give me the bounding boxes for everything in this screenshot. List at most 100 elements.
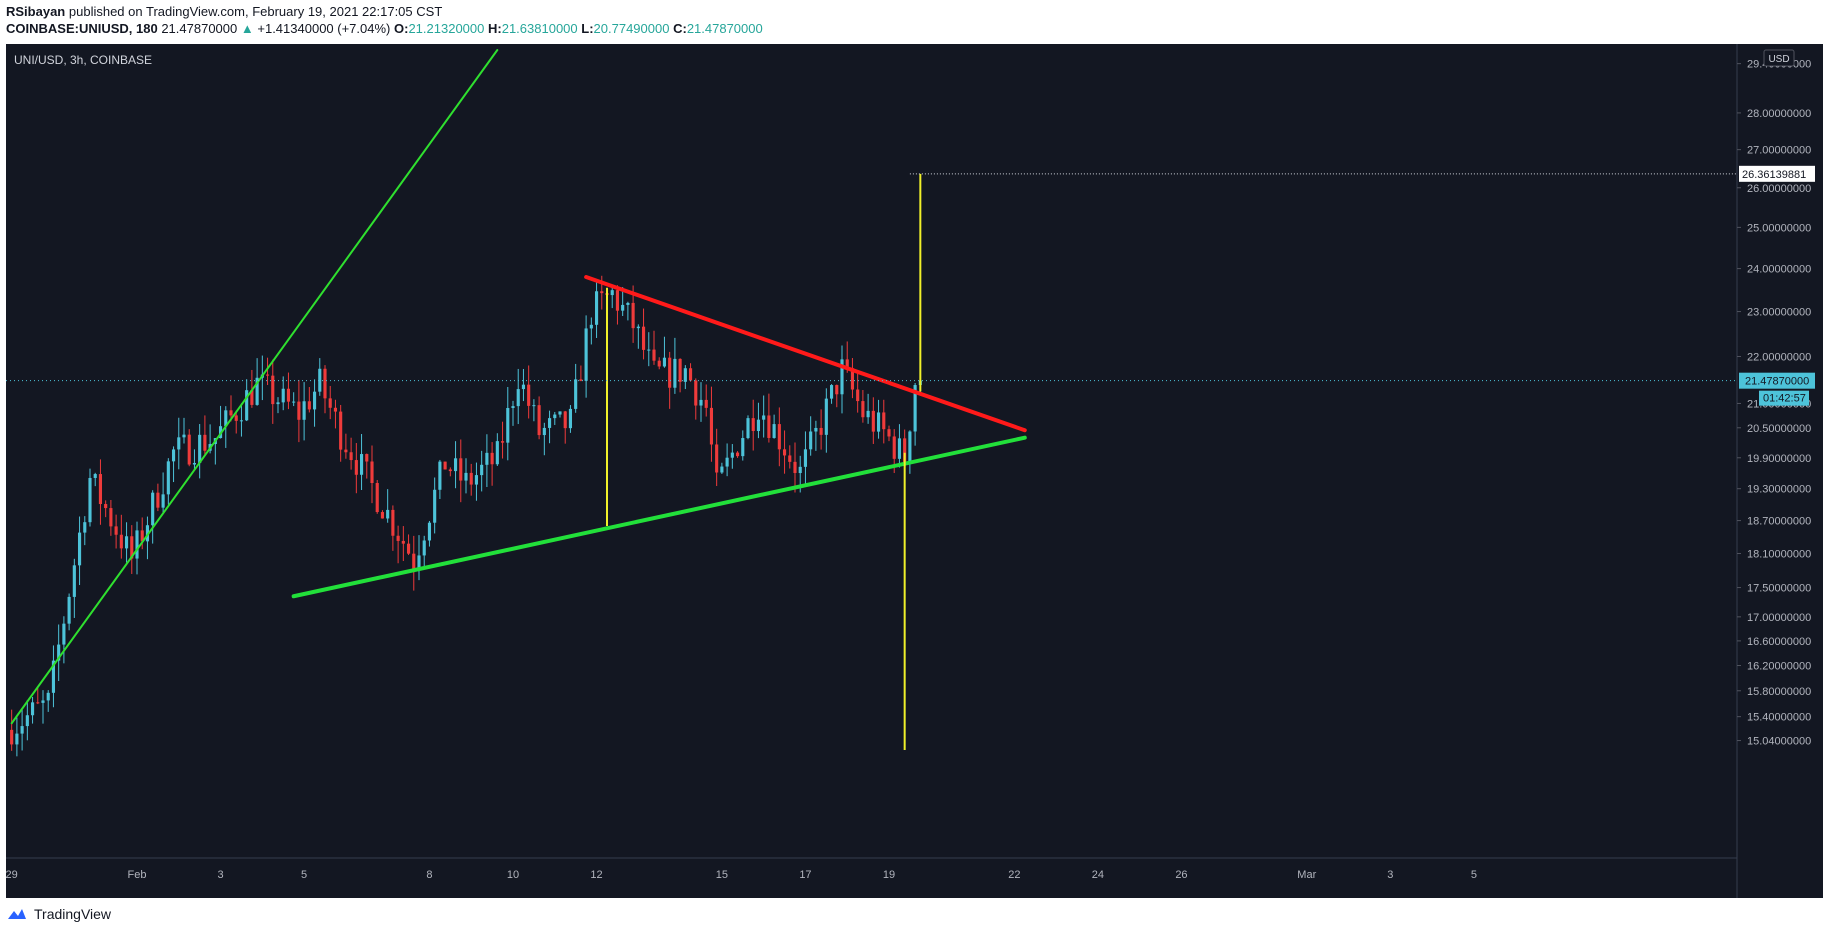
countdown-label: 01:42:57 (1763, 393, 1806, 405)
candle-body (500, 441, 505, 443)
candle-body (887, 429, 891, 437)
candle-body (166, 461, 170, 495)
x-tick-label: 26 (1175, 869, 1187, 881)
candle-body (511, 406, 515, 409)
candle-body (485, 452, 489, 465)
candle-body (203, 434, 207, 451)
candle-body (673, 358, 677, 388)
candle-body (756, 419, 761, 432)
candle-body (57, 644, 61, 661)
x-tick-label: Mar (1297, 869, 1316, 881)
candle-body (626, 302, 630, 305)
y-tick-label: 28.00000000 (1747, 108, 1811, 120)
x-tick-label: 24 (1092, 869, 1104, 881)
publish-info: RSibayan published on TradingView.com, F… (6, 4, 442, 19)
candle-body (798, 466, 802, 474)
candle-body (767, 415, 771, 438)
candle-body (735, 452, 740, 457)
published-text: published on TradingView.com, February 1… (68, 4, 443, 19)
price-chart[interactable]: 29.4000000028.0000000027.0000000026.0000… (6, 44, 1823, 898)
y-tick-label: 16.20000000 (1747, 661, 1811, 673)
candle-body (192, 462, 197, 465)
time-axis[interactable]: 29 Feb 3 5 8 10 12 15 17 19 22 24 26 Mar 3 5 (6, 857, 1737, 881)
candle-body (782, 449, 787, 456)
open-label: O: (394, 21, 409, 36)
candle-body (715, 444, 719, 473)
candle-body (589, 324, 593, 329)
resistance-line[interactable] (584, 275, 1027, 433)
x-tick-label: 15 (716, 869, 728, 881)
candle-body (647, 349, 651, 351)
candle-body (829, 385, 834, 399)
author-name[interactable]: RSibayan (6, 4, 66, 19)
candle-body (657, 360, 661, 367)
ascending-trendline[interactable] (10, 49, 499, 725)
candle-body (871, 410, 875, 432)
candle-body (401, 540, 405, 544)
candle-body (474, 475, 479, 485)
price-axis[interactable]: 29.4000000028.0000000027.0000000026.0000… (1736, 44, 1811, 898)
high-value: 21.63810000 (501, 21, 578, 36)
candle-body (375, 483, 379, 513)
candle-body (198, 434, 202, 463)
candle-body (913, 385, 917, 432)
last-price: 21.47870000 (161, 21, 238, 36)
candle-body (641, 326, 646, 350)
candle-body (20, 726, 24, 734)
candle-body (281, 388, 285, 403)
x-tick-label: 3 (1387, 869, 1393, 881)
candle-body (365, 454, 369, 462)
price-markers: 21.47870000 01:42:57 26.36139881 (6, 165, 1815, 406)
target-price-box (1739, 165, 1815, 182)
candle-body (245, 390, 249, 421)
candle-body (443, 461, 447, 470)
candle-body (845, 359, 849, 369)
support-line[interactable] (291, 435, 1027, 599)
x-tick-label: 22 (1008, 869, 1020, 881)
candle-body (814, 427, 818, 432)
candle-body (866, 410, 870, 418)
y-tick-label: 15.80000000 (1747, 686, 1811, 698)
candle-body (36, 702, 40, 704)
chart-title: UNI/USD, 3h, COINBASE (14, 53, 152, 67)
candle-body (469, 472, 473, 485)
candle-body (396, 535, 400, 541)
candle-body (297, 401, 301, 420)
target-price-label: 26.36139881 (1742, 169, 1806, 181)
candle-body (15, 733, 19, 745)
candle-body (615, 290, 620, 311)
candle-body (720, 466, 724, 473)
candle-body (803, 449, 808, 467)
candle-body (621, 304, 625, 311)
y-tick-label: 23.00000000 (1747, 307, 1811, 319)
candle-body (861, 401, 865, 418)
candle-body (354, 460, 358, 475)
candle-body (239, 420, 244, 422)
currency-badge-box[interactable] (1763, 49, 1795, 67)
candle-body (417, 555, 421, 569)
candle-body (527, 384, 531, 406)
candle-body (406, 543, 411, 554)
symbol-info: COINBASE:UNIUSD, 180 21.47870000 ▲ +1.41… (6, 21, 763, 36)
candle-body (391, 509, 395, 536)
candle-body (772, 424, 776, 438)
x-tick-label: 8 (426, 869, 432, 881)
y-tick-label: 20.50000000 (1747, 423, 1811, 435)
candle-body (427, 522, 432, 541)
up-arrow-icon: ▲ (240, 21, 254, 36)
y-tick-label: 26.00000000 (1747, 183, 1811, 195)
candle-body (119, 534, 123, 549)
candle-body (25, 715, 29, 727)
low-value: 20.77490000 (593, 21, 670, 36)
candle-body (177, 437, 181, 450)
candle-body (725, 457, 729, 467)
currency-badge: USD (1768, 54, 1789, 65)
chart-panel[interactable]: 29.4000000028.0000000027.0000000026.0000… (6, 44, 1823, 898)
candle-body (882, 412, 886, 430)
y-tick-label: 17.50000000 (1747, 583, 1811, 595)
candle-body (98, 474, 103, 505)
candle-body (694, 380, 698, 406)
candle-body (892, 436, 896, 459)
candle-body (553, 414, 557, 419)
y-tick-label: 15.04000000 (1747, 736, 1811, 748)
